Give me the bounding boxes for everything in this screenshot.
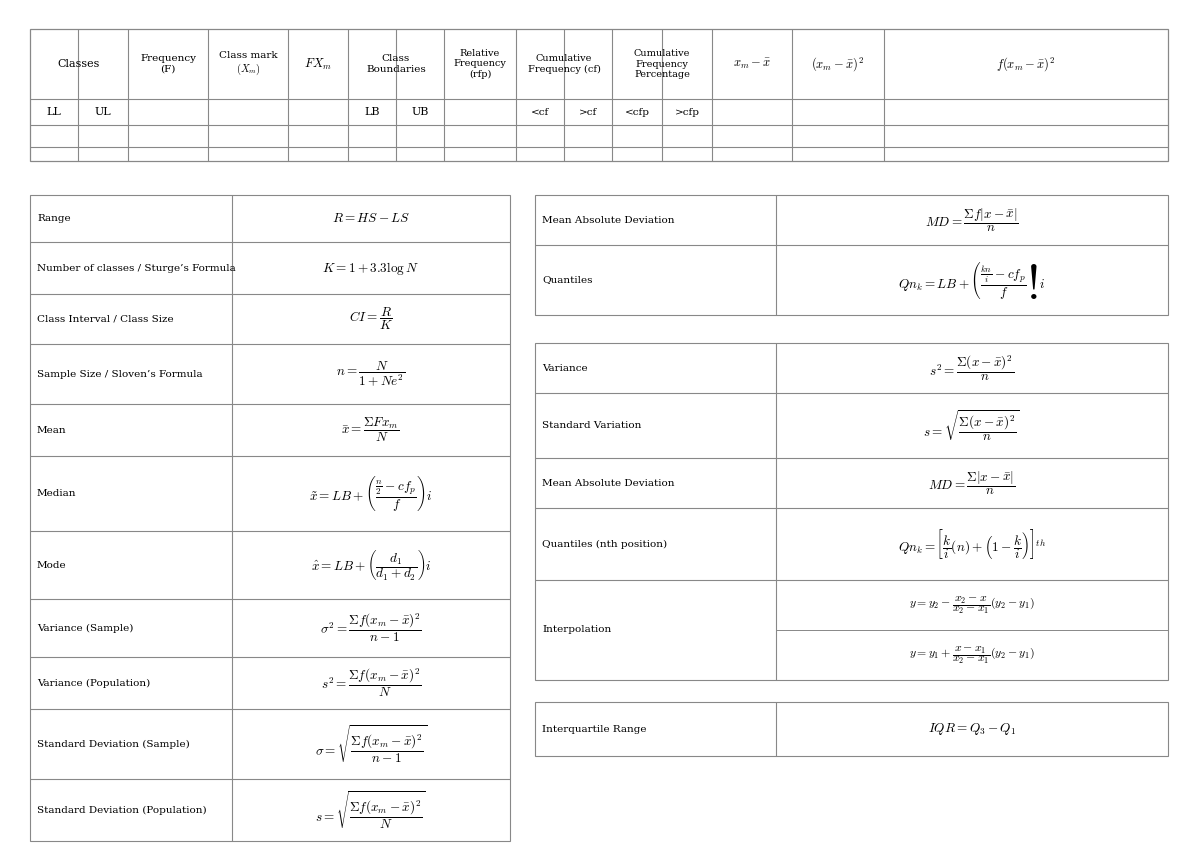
Text: Number of classes / Sturge’s Formula: Number of classes / Sturge’s Formula <box>37 263 235 273</box>
Text: Range: Range <box>37 214 71 223</box>
Text: Class
Boundaries: Class Boundaries <box>366 54 426 74</box>
Text: $IQR = Q_3 - Q_1$: $IQR = Q_3 - Q_1$ <box>928 721 1016 737</box>
Text: $s = \sqrt{\dfrac{\Sigma(x - \bar{x})^2}{n}}$: $s = \sqrt{\dfrac{\Sigma(x - \bar{x})^2}… <box>923 408 1020 443</box>
Text: Standard Deviation (Sample): Standard Deviation (Sample) <box>37 739 190 749</box>
Text: $\sigma = \sqrt{\dfrac{\Sigma f(x_m - \bar{x})^2}{n - 1}}$: $\sigma = \sqrt{\dfrac{\Sigma f(x_m - \b… <box>314 723 427 765</box>
Text: >cf: >cf <box>578 108 598 116</box>
Text: $Qn_k = \left[\dfrac{k}{i}(n) + \left(1 - \dfrac{k}{i}\right)\right]^{th}$: $Qn_k = \left[\dfrac{k}{i}(n) + \left(1 … <box>898 527 1046 561</box>
Text: Mean: Mean <box>37 425 67 435</box>
Text: $(x_m - \bar{x})^2$: $(x_m - \bar{x})^2$ <box>811 55 864 73</box>
Text: $s^2 = \dfrac{\Sigma(x - \bar{x})^2}{n}$: $s^2 = \dfrac{\Sigma(x - \bar{x})^2}{n}$ <box>929 353 1014 383</box>
Bar <box>535 702 1168 756</box>
Text: Standard Variation: Standard Variation <box>542 421 641 430</box>
Text: $\bar{x} = \dfrac{\Sigma Fx_m}{N}$: $\bar{x} = \dfrac{\Sigma Fx_m}{N}$ <box>341 416 401 444</box>
Text: <cfp: <cfp <box>624 108 649 116</box>
Text: $K = 1 + 3.3\log N$: $K = 1 + 3.3\log N$ <box>323 260 419 277</box>
Text: Class mark
$(X_m)$: Class mark $(X_m)$ <box>218 51 277 77</box>
Text: Mean Absolute Deviation: Mean Absolute Deviation <box>542 216 674 224</box>
Text: $f(x_m - \bar{x})^2$: $f(x_m - \bar{x})^2$ <box>996 55 1056 73</box>
Text: $s^2 = \dfrac{\Sigma f(x_m - \bar{x})^2}{N}$: $s^2 = \dfrac{\Sigma f(x_m - \bar{x})^2}… <box>320 666 421 700</box>
Text: $Qn_k = LB + \left(\dfrac{\frac{kn}{i} - cf_p}{f}\right)i$: $Qn_k = LB + \left(\dfrac{\frac{kn}{i} -… <box>898 260 1045 301</box>
Text: $MD = \dfrac{\Sigma|x - \bar{x}|}{n}$: $MD = \dfrac{\Sigma|x - \bar{x}|}{n}$ <box>928 469 1015 497</box>
Bar <box>535 343 1168 680</box>
Text: $y = y_1 + \dfrac{x - x_1}{x_2 - x_1}(y_2 - y_1)$: $y = y_1 + \dfrac{x - x_1}{x_2 - x_1}(y_… <box>908 644 1034 666</box>
Text: Quantiles: Quantiles <box>542 275 593 284</box>
Text: Cumulative
Frequency (cf): Cumulative Frequency (cf) <box>528 54 600 74</box>
Text: $\sigma^2 = \dfrac{\Sigma f(x_m - \bar{x})^2}{n - 1}$: $\sigma^2 = \dfrac{\Sigma f(x_m - \bar{x… <box>320 612 421 644</box>
Bar <box>30 195 510 841</box>
Bar <box>535 195 1168 315</box>
Text: >cfp: >cfp <box>674 108 700 116</box>
Text: Mean Absolute Deviation: Mean Absolute Deviation <box>542 479 674 487</box>
Text: Variance (Sample): Variance (Sample) <box>37 623 133 633</box>
Text: Standard Deviation (Population): Standard Deviation (Population) <box>37 806 206 814</box>
Text: $x_m - \bar{x}$: $x_m - \bar{x}$ <box>733 57 772 71</box>
Text: Median: Median <box>37 489 77 498</box>
Text: Interquartile Range: Interquartile Range <box>542 724 647 734</box>
Text: <cf: <cf <box>530 108 550 116</box>
Text: UB: UB <box>412 107 428 117</box>
Text: Sample Size / Sloven’s Formula: Sample Size / Sloven’s Formula <box>37 369 203 379</box>
Text: LL: LL <box>47 107 61 117</box>
Text: $R = HS - LS$: $R = HS - LS$ <box>331 212 410 225</box>
Bar <box>30 29 1168 161</box>
Text: Frequency
(F): Frequency (F) <box>140 54 196 74</box>
Text: Relative
Frequency
(rfp): Relative Frequency (rfp) <box>454 49 506 79</box>
Text: $n = \dfrac{N}{1 + Ne^2}$: $n = \dfrac{N}{1 + Ne^2}$ <box>336 359 406 389</box>
Text: Quantiles (nth position): Quantiles (nth position) <box>542 539 667 548</box>
Text: $\hat{x} = LB + \left(\dfrac{d_1}{d_1 + d_2}\right)i$: $\hat{x} = LB + \left(\dfrac{d_1}{d_1 + … <box>311 548 431 582</box>
Text: Variance (Population): Variance (Population) <box>37 678 150 688</box>
Text: Interpolation: Interpolation <box>542 626 611 634</box>
Text: $FX_m$: $FX_m$ <box>304 56 332 71</box>
Text: $y = y_2 - \dfrac{x_2 - x}{x_2 - x_1}(y_2 - y_1)$: $y = y_2 - \dfrac{x_2 - x}{x_2 - x_1}(y_… <box>908 594 1034 616</box>
Text: LB: LB <box>365 107 379 117</box>
Text: $MD = \dfrac{\Sigma f|x - \bar{x}|}{n}$: $MD = \dfrac{\Sigma f|x - \bar{x}|}{n}$ <box>925 206 1019 233</box>
Text: $CI = \dfrac{R}{K}$: $CI = \dfrac{R}{K}$ <box>349 306 392 332</box>
Text: Classes: Classes <box>58 59 100 69</box>
Text: Class Interval / Class Size: Class Interval / Class Size <box>37 314 174 323</box>
Text: $s = \sqrt{\dfrac{\Sigma f(x_m - \bar{x})^2}{N}}$: $s = \sqrt{\dfrac{\Sigma f(x_m - \bar{x}… <box>316 789 426 831</box>
Text: $\tilde{x} = LB + \left(\dfrac{\frac{n}{2} - cf_p}{f}\right)i$: $\tilde{x} = LB + \left(\dfrac{\frac{n}{… <box>310 474 432 513</box>
Text: UL: UL <box>95 107 112 117</box>
Text: Cumulative
Frequency
Percentage: Cumulative Frequency Percentage <box>634 49 690 79</box>
Text: Mode: Mode <box>37 560 67 570</box>
Text: Variance: Variance <box>542 363 588 373</box>
